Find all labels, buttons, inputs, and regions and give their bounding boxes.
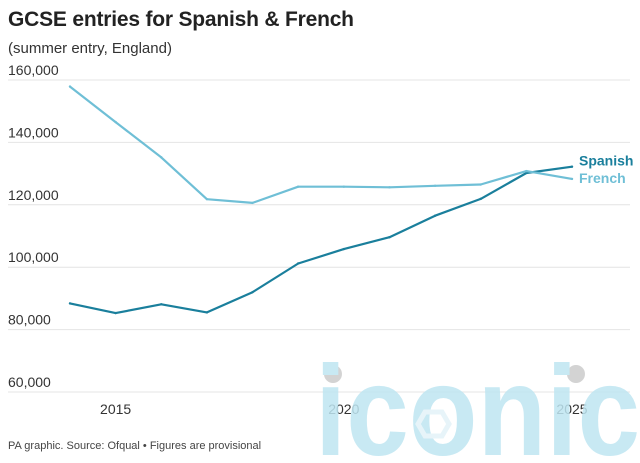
watermark-dot-left xyxy=(324,365,342,383)
y-tick-label: 120,000 xyxy=(8,187,59,203)
series-label-french: French xyxy=(579,170,626,186)
watermark-text: iconic xyxy=(315,340,640,463)
series-line-french xyxy=(68,85,574,204)
data-point-french xyxy=(251,201,254,205)
data-point-spanish xyxy=(205,311,209,314)
chart-title: GCSE entries for Spanish & French xyxy=(8,8,354,31)
data-point-french xyxy=(479,183,482,186)
data-point-spanish xyxy=(251,290,254,294)
data-point-french xyxy=(68,85,72,88)
series-lines xyxy=(68,85,574,315)
x-tick-label: 2020 xyxy=(328,401,359,417)
watermark-hexagon-icon xyxy=(415,409,452,439)
y-axis: 60,000 80,000 100,000 120,000 140,000 160,000 xyxy=(8,62,59,390)
data-point-spanish xyxy=(68,302,72,305)
data-point-spanish xyxy=(342,247,346,251)
x-axis: 2015 2020 2025 xyxy=(100,401,588,417)
data-point-spanish xyxy=(160,303,163,306)
y-tick-label: 60,000 xyxy=(8,374,51,390)
x-tick-label: 2025 xyxy=(556,401,587,417)
grid-lines xyxy=(8,79,630,393)
data-point-french xyxy=(114,120,117,124)
data-point-spanish xyxy=(433,214,437,217)
data-point-french xyxy=(570,177,574,181)
data-point-french xyxy=(205,197,209,201)
y-tick-label: 80,000 xyxy=(8,312,51,328)
data-point-french xyxy=(388,186,391,189)
data-point-spanish xyxy=(114,311,117,315)
chart-subtitle: (summer entry, England) xyxy=(8,40,172,57)
data-point-french xyxy=(433,184,437,187)
source-note: PA graphic. Source: Ofqual • Figures are… xyxy=(8,440,262,452)
series-line-spanish xyxy=(68,165,574,315)
data-point-spanish xyxy=(479,197,482,201)
data-point-spanish xyxy=(296,262,300,265)
y-tick-label: 160,000 xyxy=(8,62,59,78)
watermark-dot-right xyxy=(567,365,585,383)
iconic-watermark-logo: iconic xyxy=(315,340,640,463)
series-label-spanish: Spanish xyxy=(579,153,633,169)
x-tick-label: 2015 xyxy=(100,401,131,417)
y-tick-label: 100,000 xyxy=(8,249,59,265)
data-point-french xyxy=(342,185,346,188)
data-point-french xyxy=(296,185,300,188)
y-tick-label: 140,000 xyxy=(8,124,59,140)
data-point-spanish xyxy=(388,236,391,239)
data-point-french xyxy=(160,156,163,159)
data-point-spanish xyxy=(570,165,574,168)
data-point-french xyxy=(525,169,528,173)
